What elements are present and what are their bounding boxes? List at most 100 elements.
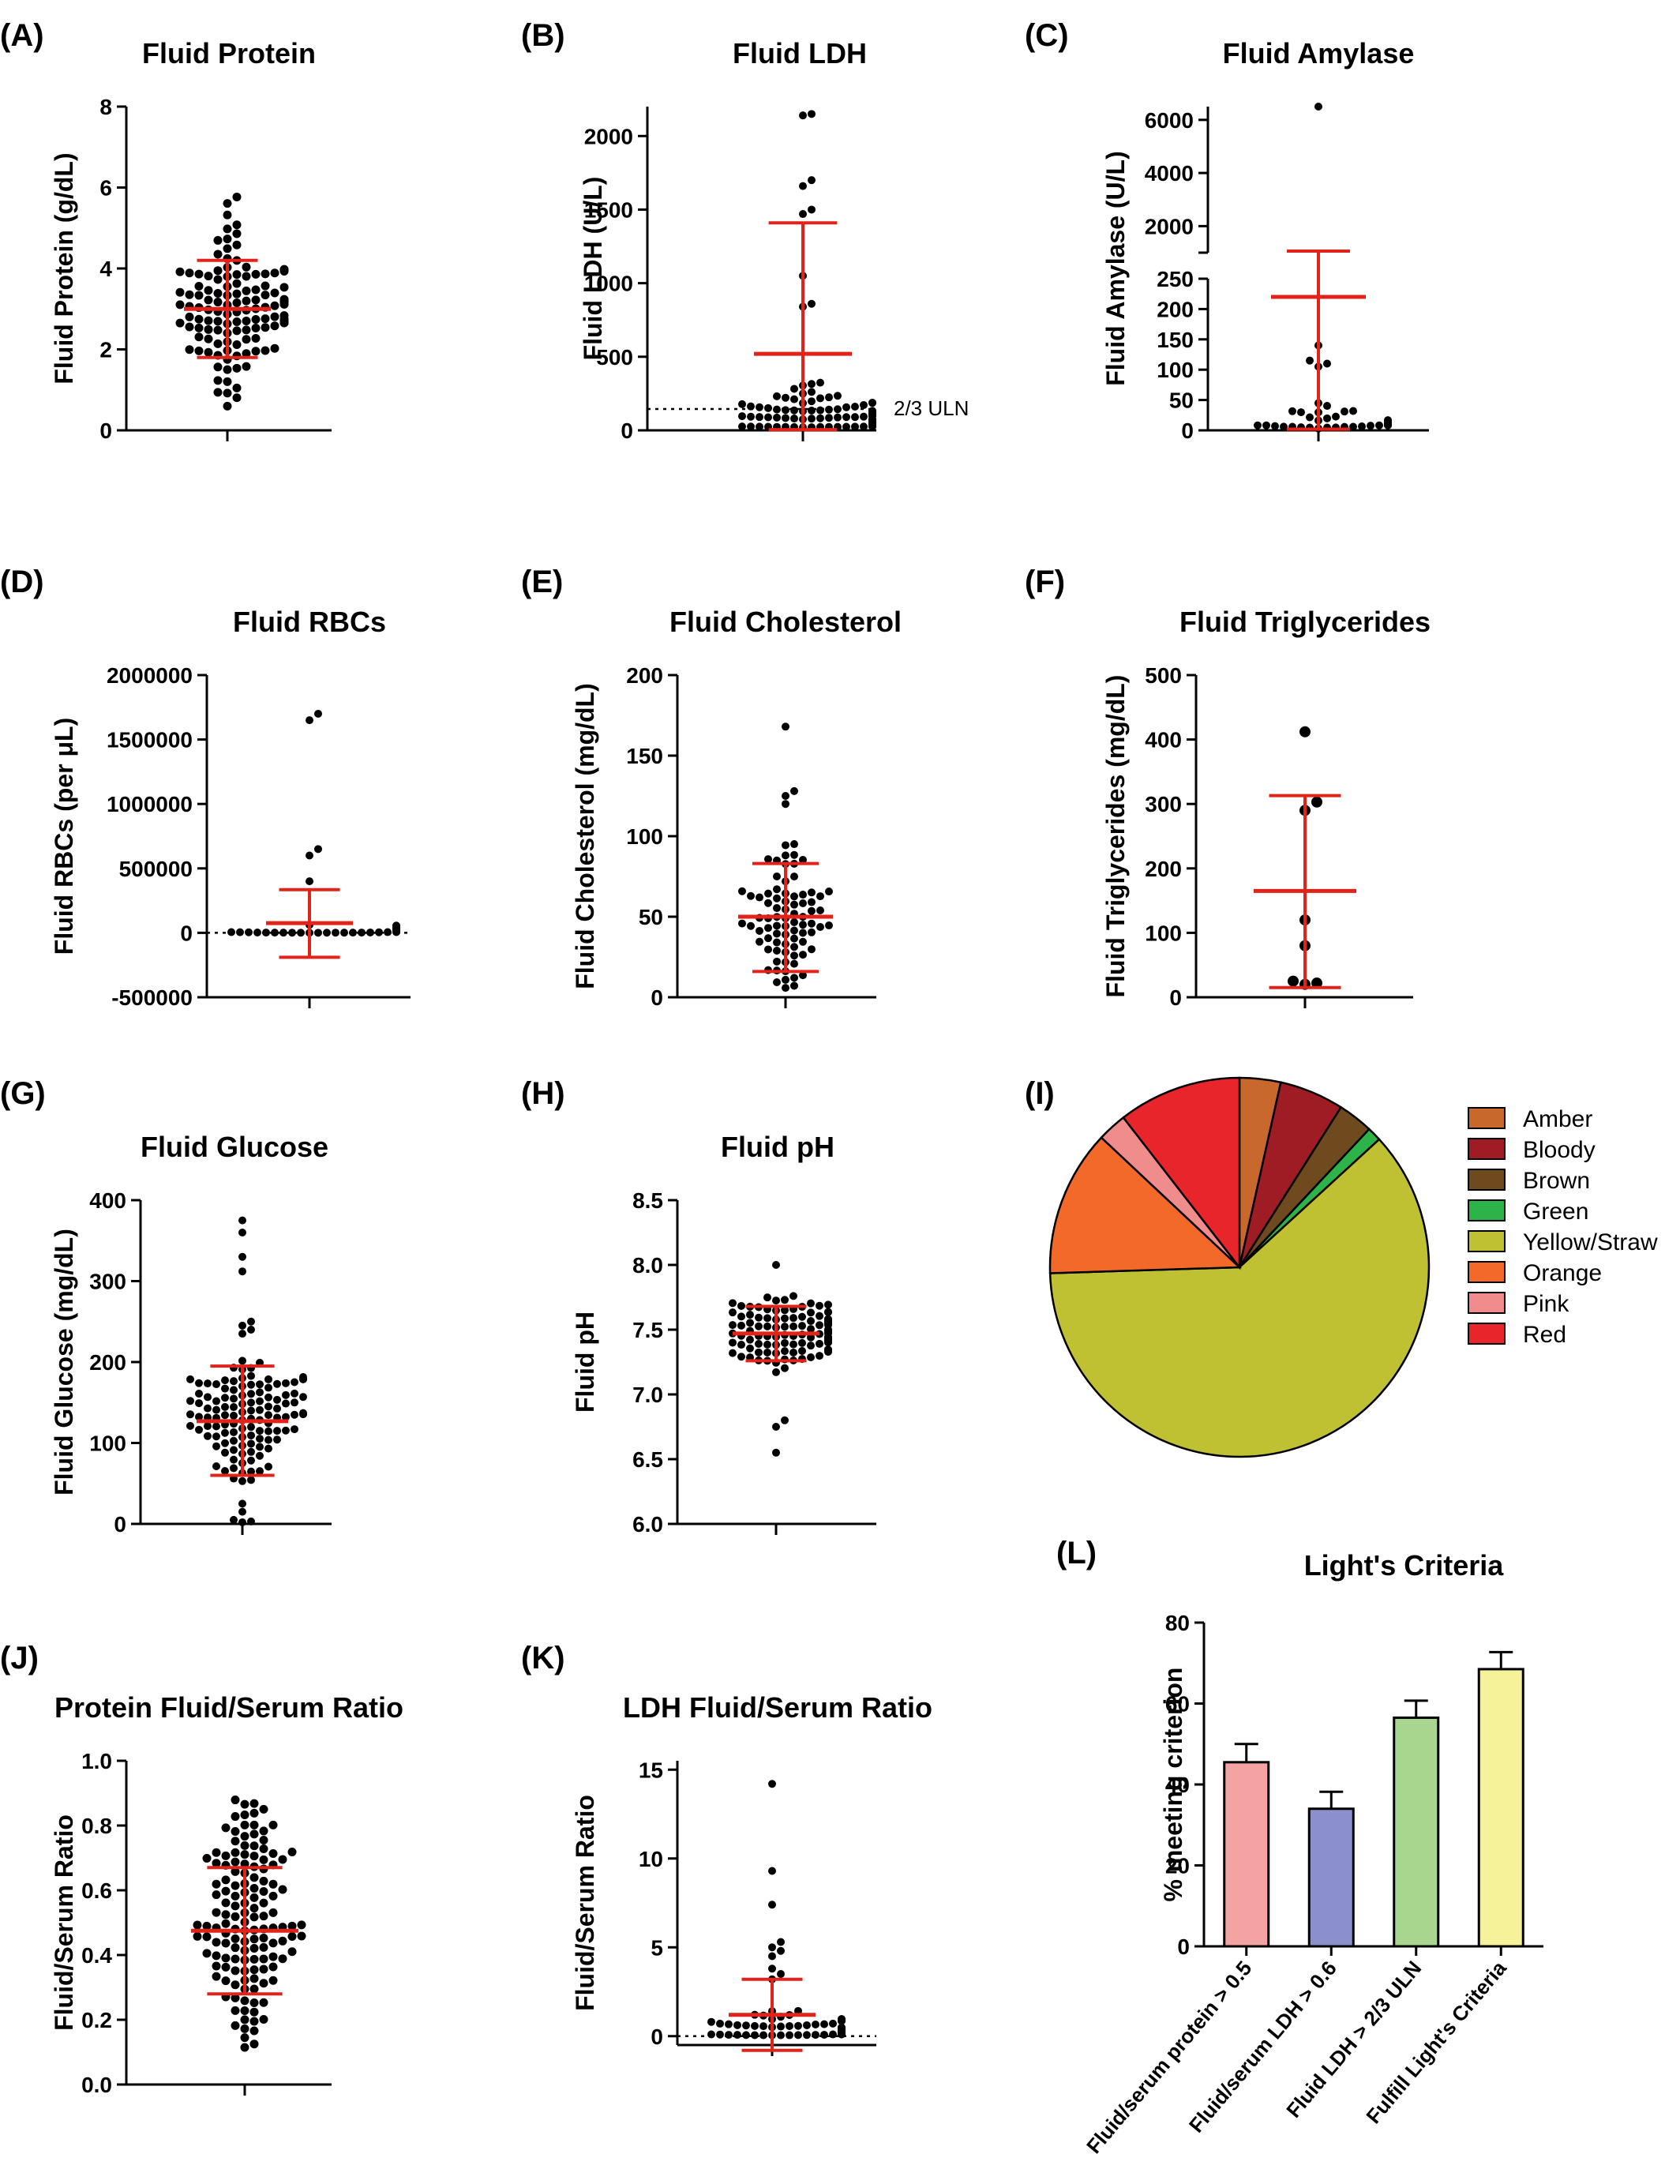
data-point xyxy=(249,1965,259,1975)
data-point xyxy=(807,1308,815,1317)
data-point xyxy=(764,889,772,898)
data-point xyxy=(323,929,331,937)
data-point xyxy=(261,314,270,324)
data-point xyxy=(798,1346,806,1355)
data-point xyxy=(270,321,279,331)
data-point xyxy=(746,1335,754,1344)
data-point xyxy=(249,2026,259,2036)
data-point xyxy=(755,1340,763,1349)
y-tick-label: 8 xyxy=(99,95,112,119)
data-point xyxy=(733,2021,741,2029)
legend-label: Pink xyxy=(1523,1291,1569,1317)
data-point xyxy=(764,945,772,954)
y-tick-label: 0 xyxy=(1177,1934,1190,1959)
data-point xyxy=(268,1908,278,1917)
data-point xyxy=(231,1867,240,1876)
data-point xyxy=(768,1780,776,1788)
data-point xyxy=(249,1934,259,1944)
y-tick-label: 300 xyxy=(1145,792,1182,816)
data-point xyxy=(829,2019,837,2028)
x-tick-label: Fluid/serum protein > 0.5 xyxy=(1082,1957,1256,2159)
data-point xyxy=(240,1832,249,1841)
data-point xyxy=(790,406,798,415)
data-point xyxy=(249,1799,259,1808)
data-point xyxy=(725,2031,733,2040)
data-point xyxy=(213,250,223,259)
data-point xyxy=(340,929,348,937)
data-point xyxy=(238,1357,246,1365)
data-point xyxy=(291,1410,298,1419)
data-point xyxy=(231,1912,240,1921)
data-point xyxy=(790,951,798,960)
data-point xyxy=(204,272,213,281)
data-point xyxy=(247,1431,255,1439)
data-point xyxy=(223,199,232,208)
y-tick-label: 80 xyxy=(1165,1611,1190,1635)
data-point xyxy=(240,1811,249,1820)
data-point xyxy=(777,2031,785,2040)
data-point xyxy=(256,1467,264,1476)
panel-title: Light's Criteria xyxy=(1304,1549,1505,1582)
panel-letter: (G) xyxy=(0,1076,46,1111)
panel-letter: (A) xyxy=(0,18,44,53)
data-point xyxy=(756,926,763,935)
data-point xyxy=(799,210,807,219)
data-point xyxy=(777,1938,785,1946)
data-point xyxy=(242,286,251,295)
data-point xyxy=(768,1867,776,1875)
data-point xyxy=(808,898,816,906)
y-tick-label: 7.0 xyxy=(632,1383,663,1407)
data-point xyxy=(773,885,781,894)
data-point xyxy=(746,1319,754,1327)
y-tick-label: 8.5 xyxy=(632,1188,663,1213)
y-axis-label: Fluid Glucose (mg/dL) xyxy=(50,1229,78,1495)
y-axis-label: Fluid LDH (U/L) xyxy=(579,177,607,361)
data-point xyxy=(825,393,833,402)
data-point xyxy=(232,383,242,392)
data-point xyxy=(1262,421,1270,430)
data-point xyxy=(768,1901,776,1909)
data-point xyxy=(773,413,781,422)
panel-title: Fluid LDH xyxy=(733,37,867,69)
data-point xyxy=(259,1942,268,1952)
data-point xyxy=(259,2014,268,2024)
data-point xyxy=(268,1962,278,1972)
data-point xyxy=(707,2017,715,2026)
data-point xyxy=(773,938,781,947)
data-point xyxy=(259,1964,268,1974)
data-point xyxy=(230,1403,238,1412)
data-point xyxy=(781,1416,789,1424)
data-point xyxy=(213,317,223,326)
data-point xyxy=(738,422,746,431)
data-point xyxy=(259,1844,268,1854)
data-point xyxy=(251,314,261,324)
data-point xyxy=(868,398,876,407)
data-point xyxy=(725,2020,733,2028)
data-point xyxy=(772,1423,780,1431)
data-point xyxy=(790,943,798,951)
data-point xyxy=(807,1299,815,1308)
data-point xyxy=(259,1954,268,1964)
data-point xyxy=(242,262,251,272)
data-point xyxy=(230,1464,238,1473)
data-point xyxy=(1299,726,1311,737)
data-point xyxy=(221,1394,229,1402)
y-tick-label: 500000 xyxy=(119,857,193,881)
data-point xyxy=(212,1890,221,1900)
data-point xyxy=(240,2015,249,2025)
data-point xyxy=(742,2031,750,2040)
panel-letter: (C) xyxy=(1025,18,1069,53)
data-point xyxy=(790,918,798,926)
data-point xyxy=(194,332,204,342)
data-point xyxy=(777,1970,785,1978)
y-axis-label: Fluid Amylase (U/L) xyxy=(1101,151,1130,386)
data-point xyxy=(268,1820,278,1829)
data-point xyxy=(212,1951,221,1961)
data-point xyxy=(238,1252,246,1261)
data-point xyxy=(268,1976,278,1985)
data-point xyxy=(213,289,223,298)
data-point xyxy=(824,1345,832,1354)
y-axis-label: Fluid Protein (g/dL) xyxy=(50,152,78,384)
data-point xyxy=(790,786,798,795)
data-point xyxy=(251,324,261,333)
